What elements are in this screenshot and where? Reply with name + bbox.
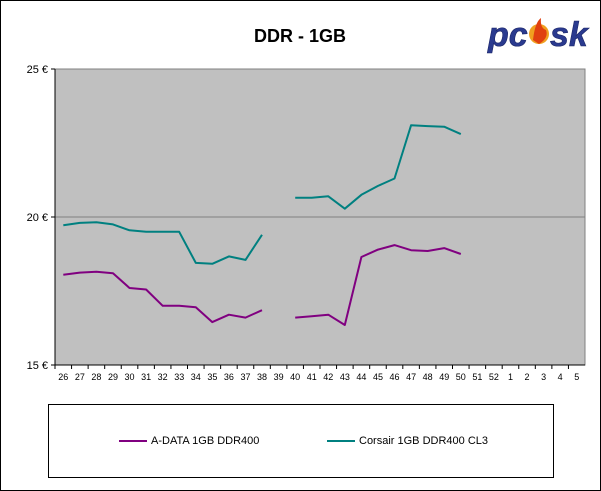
x-tick-label: 30 bbox=[125, 372, 135, 382]
logo-text: pc bbox=[487, 16, 528, 54]
legend-swatch-adata bbox=[119, 440, 147, 442]
x-tick-label: 44 bbox=[356, 372, 366, 382]
x-tick-label: 42 bbox=[323, 372, 333, 382]
x-tick-label: 39 bbox=[274, 372, 284, 382]
x-tick-label: 32 bbox=[158, 372, 168, 382]
y-tick-label: 15 € bbox=[27, 360, 48, 372]
chart-title: DDR - 1GB bbox=[254, 26, 346, 46]
x-tick-label: 26 bbox=[58, 372, 68, 382]
x-tick-label: 2 bbox=[525, 372, 530, 382]
series-lines bbox=[63, 124, 462, 326]
x-tick-label: 49 bbox=[439, 372, 449, 382]
x-tick-label: 38 bbox=[257, 372, 267, 382]
x-tick-label: 27 bbox=[75, 372, 85, 382]
x-tick-label: 45 bbox=[373, 372, 383, 382]
legend-label-adata: A-DATA 1GB DDR400 bbox=[151, 435, 260, 447]
legend-item-adata: A-DATA 1GB DDR400 bbox=[119, 435, 259, 447]
x-tick-label: 37 bbox=[240, 372, 250, 382]
x-tick-label: 48 bbox=[423, 372, 433, 382]
x-tick-label: 1 bbox=[508, 372, 513, 382]
x-tick-label: 28 bbox=[91, 372, 101, 382]
x-tick-label: 50 bbox=[456, 372, 466, 382]
x-tick-label: 3 bbox=[541, 372, 546, 382]
legend-label-corsair: Corsair 1GB DDR400 CL3 bbox=[359, 435, 488, 447]
x-tick-label: 47 bbox=[406, 372, 416, 382]
x-tick-label: 4 bbox=[558, 372, 563, 382]
series-line-0 bbox=[295, 244, 462, 326]
x-tick-label: 29 bbox=[108, 372, 118, 382]
x-tick-label: 33 bbox=[174, 372, 184, 382]
logo-flame-inner bbox=[533, 18, 547, 44]
x-tick-label: 31 bbox=[141, 372, 151, 382]
series-line-1 bbox=[63, 221, 263, 265]
legend: A-DATA 1GB DDR400 Corsair 1GB DDR400 CL3 bbox=[48, 404, 554, 478]
y-tick-label: 20 € bbox=[27, 212, 48, 224]
x-tick-label: 52 bbox=[489, 372, 499, 382]
x-tick-label: 36 bbox=[224, 372, 234, 382]
legend-item-corsair: Corsair 1GB DDR400 CL3 bbox=[327, 435, 488, 447]
series-line-0 bbox=[63, 270, 263, 324]
x-tick-label: 5 bbox=[574, 372, 579, 382]
y-axis-ticks: 15 € 20 € 25 € bbox=[27, 64, 55, 372]
x-tick-label: 35 bbox=[207, 372, 217, 382]
logo-text-end: sk bbox=[550, 16, 590, 54]
x-tick-label: 41 bbox=[307, 372, 317, 382]
logo: pc sk bbox=[487, 16, 591, 55]
x-tick-label: 34 bbox=[191, 372, 201, 382]
x-axis-ticks: 26 27 28 29 30 31 32 33 34 35 36 37 38 39 40 41 42 43 44 45… bbox=[54, 365, 579, 382]
x-tick-label: 43 bbox=[340, 372, 350, 382]
x-tick-label: 40 bbox=[290, 372, 300, 382]
x-tick-label: 46 bbox=[390, 372, 400, 382]
series-line-1 bbox=[295, 124, 462, 210]
legend-swatch-corsair bbox=[327, 440, 355, 442]
x-tick-label: 51 bbox=[472, 372, 482, 382]
y-tick-label: 25 € bbox=[27, 64, 48, 76]
